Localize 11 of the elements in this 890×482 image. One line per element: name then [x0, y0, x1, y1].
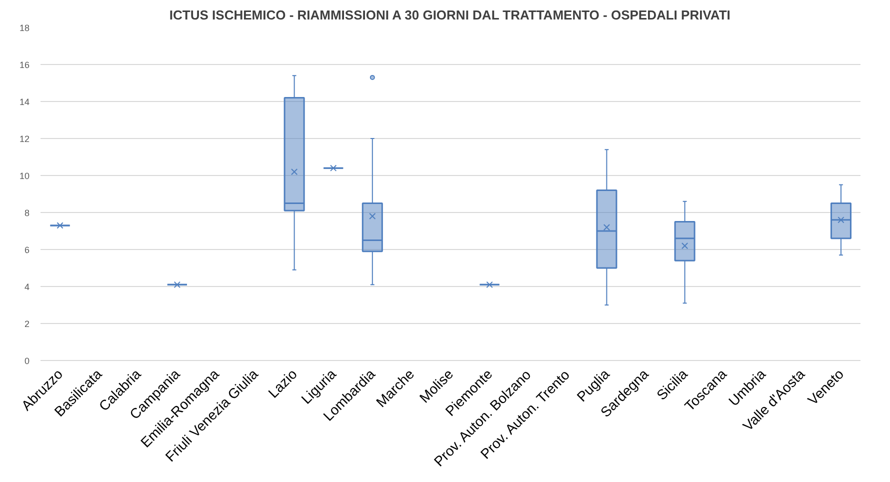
y-tick-label: 0 [24, 356, 30, 366]
chart-title: ICTUS ISCHEMICO - RIAMMISSIONI A 30 GIORNI DAL TRATTAMENTO - OSPEDALI PRIVATI [169, 8, 730, 22]
y-tick-label: 12 [19, 134, 30, 144]
y-tick-label: 2 [24, 319, 30, 329]
y-tick-label: 10 [19, 171, 30, 181]
y-tick-label: 6 [24, 245, 30, 255]
y-tick-label: 18 [19, 23, 30, 33]
y-tick-label: 4 [24, 282, 30, 292]
y-tick-label: 8 [24, 208, 30, 218]
y-tick-label: 16 [19, 60, 30, 70]
y-tick-label: 14 [19, 97, 30, 107]
